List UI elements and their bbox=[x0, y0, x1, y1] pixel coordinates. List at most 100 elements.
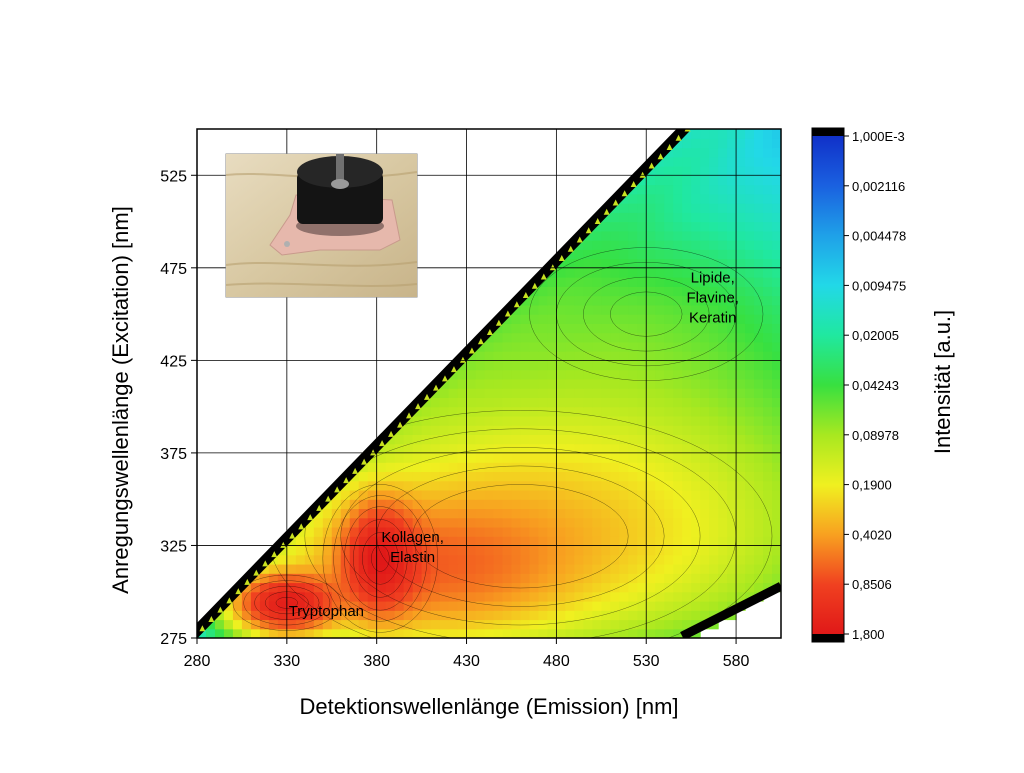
heatmap-cell bbox=[322, 628, 333, 638]
contour-line bbox=[340, 447, 701, 626]
heatmap-cell bbox=[763, 517, 773, 528]
heatmap-cell bbox=[574, 397, 584, 408]
heatmap-cell bbox=[628, 554, 638, 565]
heatmap-cell bbox=[565, 406, 575, 417]
heatmap-cell bbox=[646, 415, 656, 426]
heatmap-cell bbox=[565, 526, 575, 537]
heatmap-cell bbox=[745, 295, 755, 306]
heatmap-cell bbox=[646, 471, 656, 482]
heatmap-cell bbox=[565, 545, 575, 556]
heatmap-cell bbox=[709, 545, 719, 556]
heatmap-cell bbox=[556, 286, 566, 297]
heatmap-cell bbox=[286, 600, 297, 611]
heatmap-cell bbox=[565, 600, 575, 611]
heatmap-cell bbox=[466, 415, 477, 426]
heatmap-cell bbox=[295, 573, 306, 584]
heatmap-cell bbox=[322, 563, 333, 574]
heatmap-cell bbox=[754, 129, 764, 139]
heatmap-cell bbox=[754, 425, 764, 435]
heatmap-cell bbox=[430, 406, 441, 417]
heatmap-cell bbox=[691, 489, 701, 500]
heatmap-cell bbox=[601, 480, 611, 491]
heatmap-cell bbox=[520, 619, 531, 630]
heatmap-cell bbox=[772, 129, 781, 139]
heatmap-cell bbox=[772, 471, 781, 482]
heatmap-cell bbox=[385, 619, 396, 630]
heatmap-cell bbox=[727, 193, 737, 204]
heatmap-cell bbox=[394, 489, 405, 500]
heatmap-cell bbox=[673, 610, 683, 621]
heatmap-cell bbox=[646, 545, 656, 556]
heatmap-cell bbox=[556, 480, 566, 491]
heatmap-cell bbox=[736, 221, 746, 232]
heatmap-cell bbox=[610, 554, 620, 565]
heatmap-cell bbox=[565, 471, 575, 482]
heatmap-cell bbox=[457, 415, 468, 426]
heatmap-cell bbox=[763, 249, 773, 260]
heatmap-cell bbox=[403, 517, 414, 528]
heatmap-cell bbox=[277, 610, 288, 621]
heatmap-cell bbox=[646, 258, 656, 269]
heatmap-cell bbox=[313, 554, 324, 565]
heatmap-cell bbox=[682, 341, 692, 352]
heatmap-cell bbox=[772, 156, 781, 167]
heatmap-cell bbox=[556, 545, 566, 556]
heatmap-cell bbox=[448, 397, 459, 408]
heatmap-cell bbox=[520, 360, 531, 371]
heatmap-cell bbox=[736, 258, 746, 269]
heatmap-cell bbox=[538, 323, 548, 334]
heatmap-cell bbox=[313, 591, 324, 602]
heatmap-cell bbox=[682, 499, 692, 510]
heatmap-cell bbox=[718, 258, 728, 269]
heatmap-cell bbox=[637, 573, 647, 584]
heatmap-cell bbox=[448, 582, 459, 593]
heatmap-cell bbox=[691, 138, 701, 149]
heatmap-cell bbox=[583, 619, 593, 630]
heatmap-cell bbox=[403, 425, 414, 435]
x-tick-label: 580 bbox=[723, 653, 750, 670]
heatmap-cell bbox=[682, 462, 692, 473]
heatmap-cell bbox=[718, 369, 728, 380]
heatmap-cell bbox=[691, 480, 701, 491]
peak-label: Lipide, Flavine, Keratin bbox=[686, 270, 739, 327]
heatmap-cell bbox=[322, 526, 333, 537]
heatmap-cell bbox=[430, 554, 441, 565]
heatmap-cell bbox=[367, 462, 378, 473]
heatmap-cell bbox=[565, 304, 575, 315]
heatmap-cell bbox=[754, 184, 764, 195]
heatmap-cell bbox=[610, 600, 620, 611]
heatmap-cell bbox=[727, 517, 737, 528]
heatmap-cell bbox=[574, 406, 584, 417]
heatmap-cell bbox=[664, 489, 674, 500]
heatmap-cell bbox=[592, 304, 602, 315]
heatmap-cell bbox=[709, 489, 719, 500]
heatmap-cell bbox=[682, 582, 692, 593]
heatmap-cell bbox=[691, 471, 701, 482]
y-axis-title: Anregungswellenlänge (Excitation) [nm] bbox=[108, 206, 133, 594]
heatmap-cell bbox=[664, 193, 674, 204]
heatmap-cell bbox=[295, 554, 306, 565]
heatmap-cell bbox=[457, 545, 468, 556]
heatmap-cell bbox=[565, 573, 575, 584]
heatmap-cell bbox=[385, 489, 396, 500]
heatmap-cell bbox=[682, 295, 692, 306]
heatmap-cell bbox=[457, 471, 468, 482]
heatmap-cell bbox=[754, 573, 764, 584]
heatmap-cell bbox=[583, 388, 593, 398]
heatmap-cell bbox=[358, 517, 369, 528]
heatmap-cell bbox=[772, 536, 781, 547]
heatmap-cell bbox=[727, 138, 737, 149]
heatmap-cell bbox=[439, 480, 450, 491]
heatmap-cell bbox=[628, 277, 638, 287]
heatmap-cell bbox=[583, 286, 593, 297]
heatmap-cell bbox=[358, 628, 369, 638]
heatmap-cell bbox=[583, 304, 593, 315]
heatmap-cell bbox=[718, 267, 728, 278]
heatmap-cell bbox=[277, 591, 288, 602]
heatmap-cell bbox=[556, 304, 566, 315]
heatmap-cell bbox=[331, 545, 342, 556]
heatmap-cell bbox=[484, 628, 495, 638]
heatmap-cell bbox=[772, 360, 781, 371]
heatmap-cell bbox=[601, 489, 611, 500]
heatmap-cell bbox=[322, 573, 333, 584]
